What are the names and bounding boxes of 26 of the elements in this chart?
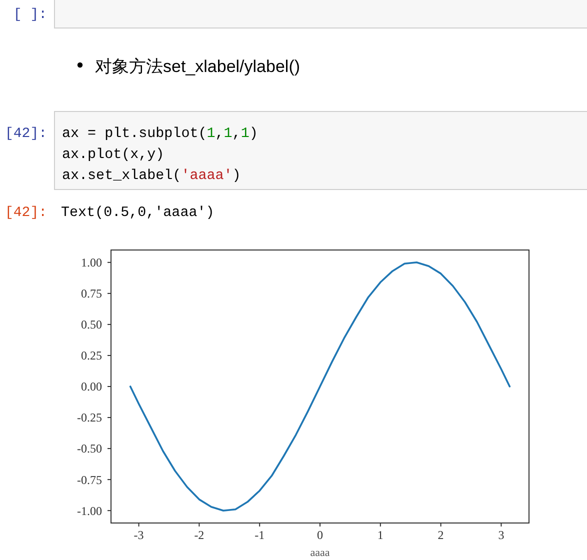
y-tick-label: -1.00 xyxy=(77,504,102,518)
y-tick-label: 0.50 xyxy=(81,318,102,332)
x-tick-label: -1 xyxy=(254,528,265,542)
y-tick-label: 0.00 xyxy=(81,380,102,394)
text: ax.plot(x,y) xyxy=(62,147,164,163)
x-tick-label: -2 xyxy=(194,528,204,542)
y-tick-label: -0.50 xyxy=(77,442,102,456)
text: ax.set_xlabel('aaaa') xyxy=(62,168,241,184)
text: 对象方法set_xlabel/ylabel() xyxy=(95,57,300,76)
x-tick-label: 3 xyxy=(498,528,504,542)
text: [42]: xyxy=(4,126,47,142)
line-series xyxy=(129,262,511,512)
y-tick-label: 0.25 xyxy=(81,348,102,363)
x-tick-label: 2 xyxy=(438,528,444,542)
x-tick-label: -3 xyxy=(134,528,144,542)
x-axis-title: aaaa xyxy=(310,547,330,559)
y-tick-label: -0.75 xyxy=(77,472,102,487)
text: [ ]: xyxy=(13,7,47,23)
text: Text(0.5,0,'aaaa') xyxy=(61,205,214,221)
y-tick-label: 1.00 xyxy=(81,256,102,270)
y-tick-label: 0.75 xyxy=(81,286,102,301)
x-tick-label: 1 xyxy=(377,528,384,542)
x-tick-label: 0 xyxy=(317,528,323,542)
text: ax = plt.subplot(1,1,1) xyxy=(62,126,258,142)
text: [42]: xyxy=(4,205,47,221)
y-tick-label: -0.25 xyxy=(77,410,102,425)
